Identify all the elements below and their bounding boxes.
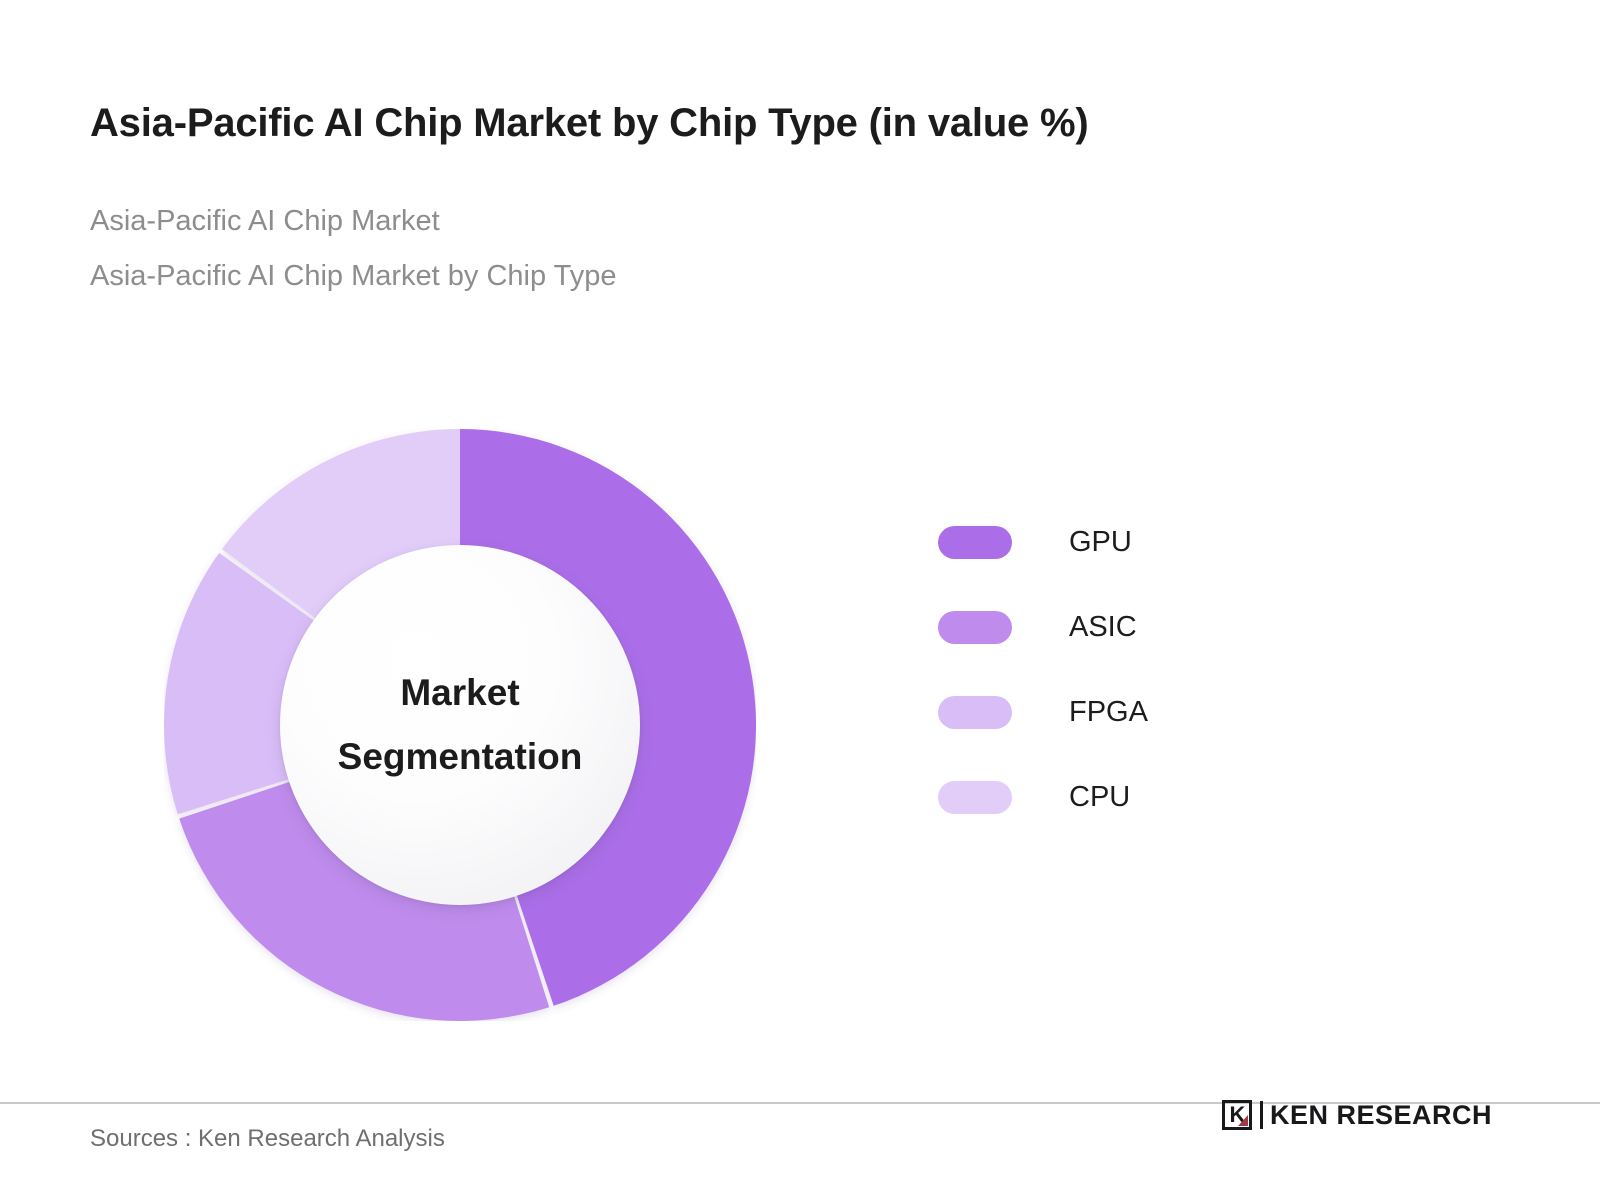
logo-triangle-icon bbox=[1237, 1115, 1248, 1126]
legend-label-asic: ASIC bbox=[1069, 610, 1137, 643]
chart-area: Market Segmentation GPU ASIC FPGA CPU bbox=[0, 380, 1600, 1070]
legend-item-cpu[interactable]: CPU bbox=[938, 780, 1148, 814]
ken-research-logo: K KEN RESEARCH bbox=[1221, 1098, 1492, 1132]
legend-swatch-asic bbox=[938, 610, 1012, 644]
donut-center-label-line1: Market bbox=[400, 672, 520, 714]
chart-legend: GPU ASIC FPGA CPU bbox=[938, 525, 1148, 814]
legend-label-gpu: GPU bbox=[1069, 525, 1132, 558]
header: Asia-Pacific AI Chip Market by Chip Type… bbox=[90, 100, 1490, 304]
legend-item-fpga[interactable]: FPGA bbox=[938, 695, 1148, 729]
donut-center-hub: Market Segmentation bbox=[280, 545, 640, 905]
donut-chart: Market Segmentation bbox=[164, 429, 756, 1021]
legend-item-asic[interactable]: ASIC bbox=[938, 610, 1148, 644]
legend-label-fpga: FPGA bbox=[1069, 695, 1148, 728]
sources-text: Sources : Ken Research Analysis bbox=[90, 1125, 445, 1152]
legend-label-cpu: CPU bbox=[1069, 780, 1131, 813]
page-title: Asia-Pacific AI Chip Market by Chip Type… bbox=[90, 101, 1089, 145]
subtitle-block: Asia-Pacific AI Chip Market Asia-Pacific… bbox=[90, 194, 1490, 304]
subtitle-market: Asia-Pacific AI Chip Market bbox=[90, 205, 440, 237]
legend-swatch-cpu bbox=[938, 780, 1012, 814]
logo-k-mark-icon: K bbox=[1221, 1100, 1252, 1130]
donut-center-label-line2: Segmentation bbox=[337, 736, 583, 777]
legend-swatch-fpga bbox=[938, 695, 1012, 729]
legend-item-gpu[interactable]: GPU bbox=[938, 525, 1148, 559]
logo-divider-bar bbox=[1259, 1101, 1263, 1129]
legend-swatch-gpu bbox=[938, 525, 1012, 559]
subtitle-breakdown: Asia-Pacific AI Chip Market by Chip Type bbox=[90, 260, 617, 293]
footer-divider bbox=[0, 1102, 1600, 1104]
logo-wordmark: KEN RESEARCH bbox=[1269, 1099, 1492, 1130]
